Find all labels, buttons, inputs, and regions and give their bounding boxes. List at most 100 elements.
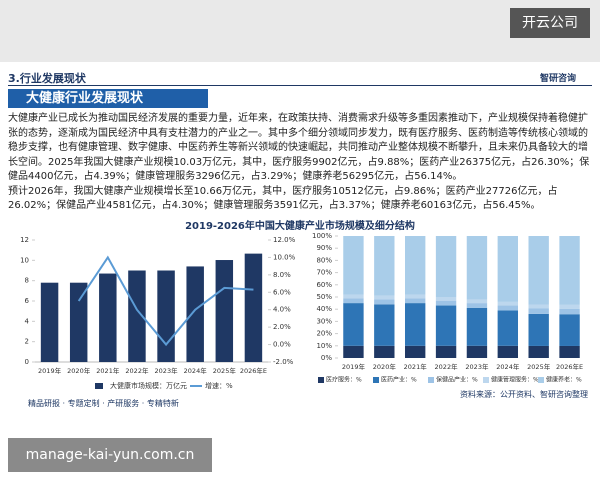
x-tick-label: 2019年 [342,362,366,371]
bar-segment [374,236,395,296]
paragraph: 预计2026年，我国大健康产业规模增长至10.66万亿元，其中，医疗服务1051… [8,185,558,212]
bar-segment [528,313,549,346]
bar-segment [497,236,519,302]
bar-segment [435,236,457,297]
top-strip [0,0,600,62]
y-tick-label: 0% [321,354,332,362]
bar-segment [435,297,457,301]
legend-swatch [373,377,379,383]
bar [40,282,59,362]
x-tick-label: 2022年 [435,362,459,371]
x-tick-label: 2024年 [496,362,520,371]
y-tick-label: 10 [20,256,29,264]
x-tick-label: 2023年 [155,366,179,375]
y-tick-label: 30% [316,317,332,325]
bar [99,273,117,362]
bar-segment [374,299,395,305]
legend-swatch [538,377,544,383]
x-tick-label: 2020年 [67,366,91,375]
legend-label: 健康管理服务：% [491,376,539,384]
y-tick-label: 60% [316,281,332,289]
bar-segment [466,307,488,346]
banner: 大健康行业发展现状 [8,89,208,108]
bar-segment [466,299,488,304]
footer: 精品研报 · 专题定制 · 产研服务 · 专精特新 [28,399,179,408]
charts: 0 2 4 6 8 10 12 -2.0% 0.0% 2.0% 4.0% 6.0% 8.0% 10.0% 1… [20,232,583,390]
bar [69,282,88,362]
bar-segment [343,298,364,304]
chart-title: 2019-2026年中国大健康产业市场规模及细分结构 [185,221,415,232]
x-tick-label: 2025年 [213,366,237,375]
legend-label: 健康养老：% [546,376,582,384]
watermark-bottom: manage-kai-yun.com.cn [8,438,212,472]
y-tick-label: 80% [316,256,332,264]
bar-segment [559,236,580,305]
bar-segment [374,295,395,300]
legend-label: 保健品产业：% [436,376,478,384]
bar [157,270,175,362]
bar-segment [404,236,426,295]
y2-tick-label: 8.0% [273,271,291,279]
source: 资料来源：公开资料、智研咨询整理 [460,390,588,399]
bar-segment [466,236,488,300]
legend-swatch [428,377,434,383]
y2-tick-label: 4.0% [273,306,291,314]
bar-segment [528,304,549,309]
y2-tick-label: 12.0% [273,236,296,244]
bar [186,266,204,362]
bar-segment [497,345,519,358]
bar-segment [559,314,580,346]
bar-segment [404,294,426,299]
section-title: 3.行业发展现状 [8,72,86,85]
bar-segment [343,303,364,346]
bar-segment [374,304,395,346]
bar [244,253,263,362]
bar-segment [528,345,549,358]
bar-segment [528,308,549,314]
x-tick-label: 2026年E [240,366,267,375]
bar-segment [497,301,519,306]
bar-segment [435,345,457,358]
legend-label: 大健康市场规模：万亿元 [110,381,187,390]
y-tick-label: 90% [316,244,332,252]
bar-segment [497,310,519,346]
bar-segment [435,305,457,346]
watermark-top: 开云公司 [510,8,590,38]
y-tick-label: 2 [25,338,29,346]
bar-segment [374,345,395,358]
x-tick-label: 2021年 [404,362,428,371]
bar-segment [559,304,580,309]
y2-tick-label: 0.0% [273,341,291,349]
y-tick-label: 70% [316,269,332,277]
x-tick-label: 2024年 [184,366,208,375]
bar-segment [404,345,426,358]
y-tick-label: 4 [25,317,30,325]
bar [128,270,146,362]
x-tick-label: 2020年 [373,362,397,371]
rule [8,85,592,86]
bar-segment [559,345,580,358]
line [77,255,254,347]
x-tick-label: 2026年E [556,362,583,371]
bar-segment [343,294,364,299]
bar-segment [528,236,549,305]
y-tick-label: 0 [25,358,29,366]
y2-tick-label: 2.0% [273,323,291,331]
x-tick-label: 2023年 [465,362,489,371]
bar-segment [404,298,426,304]
x-tick-label: 2025年 [527,362,551,371]
y-tick-label: 12 [20,236,29,244]
y-tick-label: 100% [312,232,332,240]
bar-segment [466,345,488,358]
legend-swatch [483,377,489,383]
bar [215,260,234,362]
bar-segment [466,303,488,308]
y-tick-label: 6 [25,297,30,305]
legend-label: 增速：% [205,381,233,390]
y-tick-label: 10% [316,342,332,350]
legend-swatch [318,377,324,383]
bar-segment [497,305,519,311]
bar-segment [559,308,580,315]
legend-label: 医疗服务：% [326,376,362,384]
